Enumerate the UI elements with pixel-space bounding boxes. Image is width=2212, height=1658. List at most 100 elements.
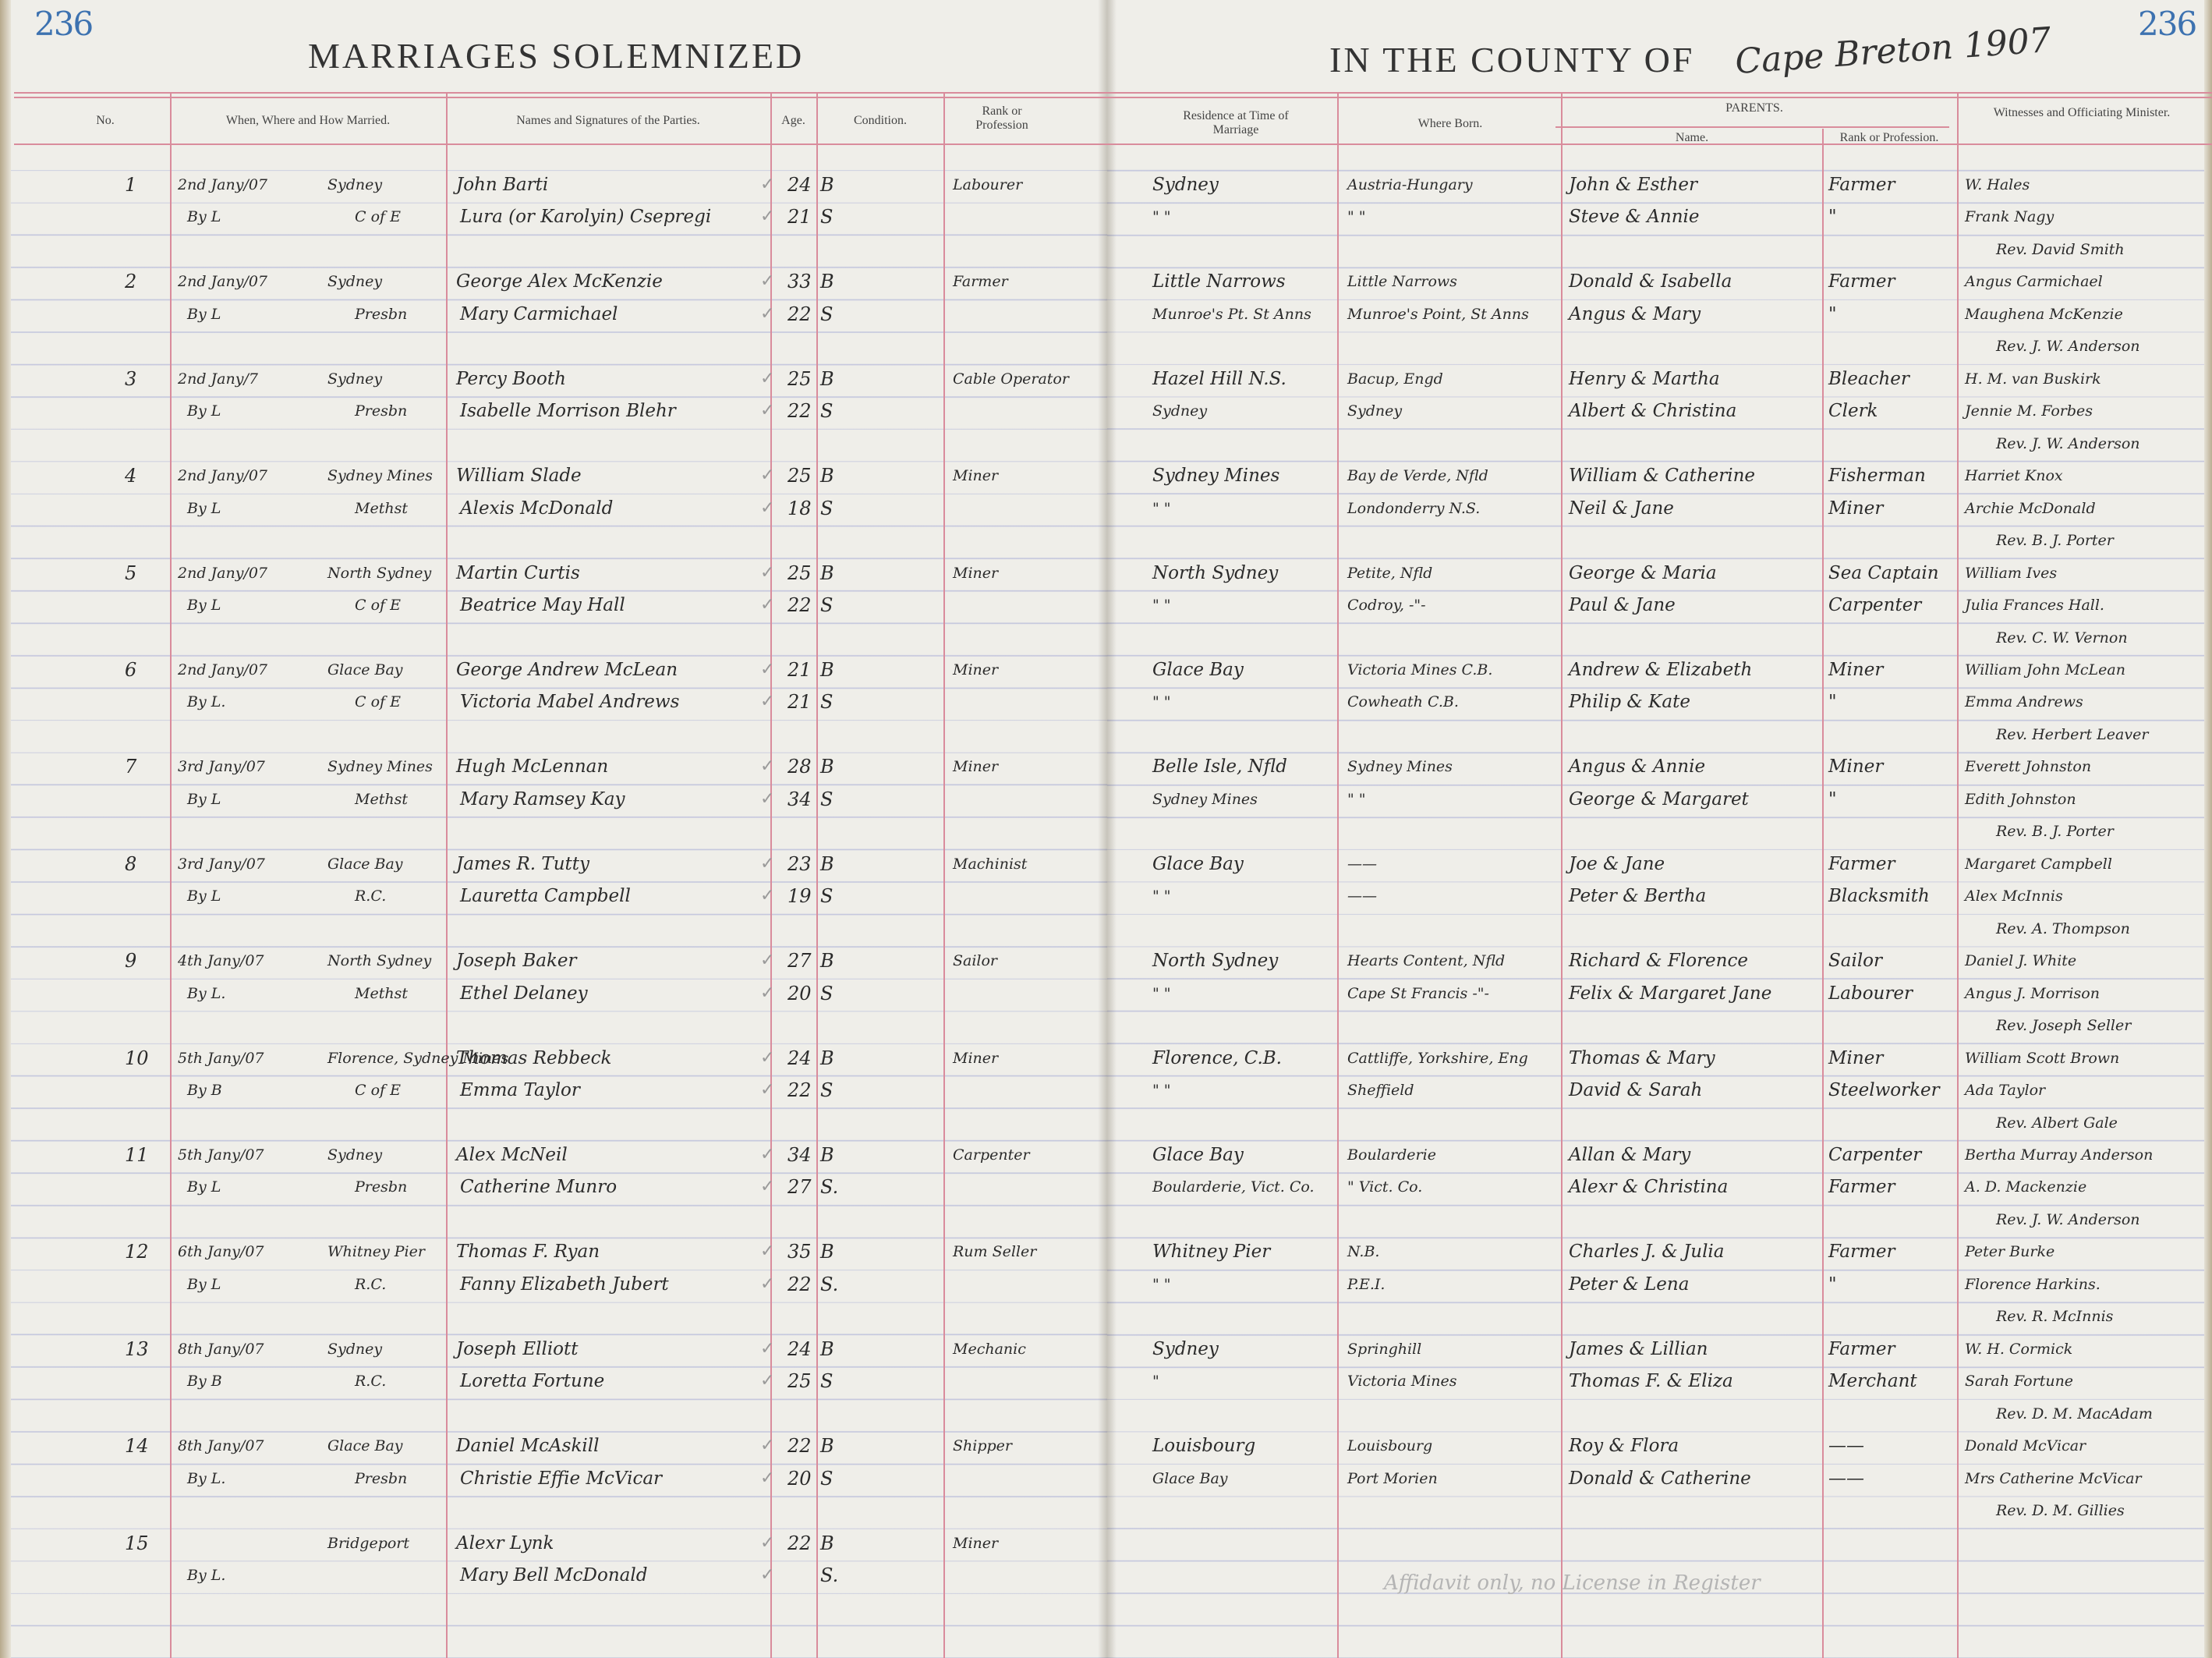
- groom-name: George Alex McKenzie: [456, 271, 663, 292]
- entry-number: 2: [125, 271, 137, 293]
- page-number-right: 236: [2138, 5, 2197, 43]
- officiating-minister: Rev. D. M. MacAdam: [1996, 1405, 2153, 1422]
- marriage-by: By L: [187, 305, 221, 323]
- bride-condition: S: [820, 1079, 833, 1102]
- bride-parents-rank: Carpenter: [1828, 595, 1922, 616]
- groom-condition: B: [820, 271, 834, 293]
- bride-residence: " ": [1152, 499, 1171, 517]
- groom-residence: Hazel Hill N.S.: [1152, 368, 1286, 389]
- bride-condition: S: [820, 982, 833, 1004]
- groom-name: Hugh McLennan: [456, 756, 609, 778]
- groom-birthplace: Louisbourg: [1347, 1437, 1433, 1455]
- witness-2: Florence Harkins.: [1965, 1275, 2101, 1293]
- groom-name: Joseph Baker: [456, 951, 577, 972]
- check-mark-icon: [760, 1339, 774, 1359]
- bride-parents-rank: Merchant: [1828, 1371, 1917, 1392]
- groom-rank: Farmer: [953, 273, 1008, 291]
- bride-birthplace: Munroe's Point, St Anns: [1347, 305, 1529, 323]
- groom-condition: B: [820, 1532, 834, 1554]
- groom-parents: Charles J. & Julia: [1569, 1242, 1725, 1263]
- bride-parents: David & Sarah: [1569, 1080, 1703, 1101]
- groom-rank: Mechanic: [953, 1340, 1026, 1358]
- groom-rank: Miner: [953, 661, 999, 678]
- bride-name: Lauretta Campbell: [460, 886, 631, 907]
- col-names: Names and Signatures of the Parties.: [516, 114, 700, 127]
- marriage-place: Sydney: [327, 273, 383, 291]
- column-rule: [816, 94, 818, 1658]
- groom-parents: Andrew & Elizabeth: [1569, 660, 1753, 680]
- bride-condition: S: [820, 303, 833, 325]
- column-rule: [770, 94, 772, 1658]
- groom-age: 22: [787, 1532, 812, 1554]
- witness-1: Peter Burke: [1965, 1243, 2055, 1261]
- groom-condition: B: [820, 1144, 834, 1166]
- groom-parents: Henry & Martha: [1569, 368, 1720, 389]
- bride-birthplace: Codroy, -"-: [1347, 597, 1426, 615]
- officiating-minister: Rev. Herbert Leaver: [1996, 725, 2149, 743]
- col-witnesses: Witnesses and Officiating Minister.: [1993, 106, 2171, 119]
- bride-name: Christie Effie McVicar: [460, 1468, 663, 1489]
- groom-condition: B: [820, 174, 834, 196]
- groom-name: Thomas F. Ryan: [456, 1242, 600, 1263]
- groom-parents-rank: Carpenter: [1828, 1145, 1922, 1165]
- bride-condition: S: [820, 1467, 833, 1490]
- officiating-minister: Rev. B. J. Porter: [1996, 532, 2114, 550]
- groom-parents-rank: ——: [1828, 1436, 1864, 1457]
- groom-rank: Miner: [953, 1534, 999, 1552]
- witness-2: Julia Frances Hall.: [1965, 597, 2104, 615]
- bride-birthplace: " ": [1347, 208, 1366, 226]
- marriage-place: Glace Bay: [327, 1437, 403, 1455]
- witness-2: Sarah Fortune: [1965, 1373, 2074, 1391]
- groom-age: 34: [787, 1144, 812, 1166]
- entry-number: 1: [125, 174, 137, 196]
- bride-birthplace: Cowheath C.B.: [1347, 693, 1459, 711]
- groom-birthplace: Victoria Mines C.B.: [1347, 661, 1493, 678]
- bride-parents-rank: Blacksmith: [1828, 886, 1930, 907]
- denomination: R.C.: [355, 1373, 387, 1391]
- groom-name: George Andrew McLean: [456, 660, 678, 680]
- bride-birthplace: P.E.I.: [1347, 1275, 1386, 1293]
- check-mark-icon: [760, 1080, 774, 1100]
- groom-age: 25: [787, 562, 812, 584]
- groom-residence: Whitney Pier: [1152, 1242, 1271, 1263]
- check-mark-icon: [760, 498, 774, 518]
- page-edge: [2204, 0, 2212, 1658]
- bride-condition: S.: [820, 1564, 839, 1587]
- marriage-date: 3rd Jany/07: [178, 758, 265, 776]
- check-mark-icon: [760, 1048, 774, 1068]
- denomination: C of E: [355, 693, 401, 711]
- marriage-date: 2nd Jany/07: [178, 564, 268, 582]
- column-rule: [446, 94, 448, 1658]
- groom-age: 33: [787, 271, 812, 293]
- bride-age: 18: [787, 497, 812, 519]
- marriage-place: Sydney: [327, 1340, 383, 1358]
- left-page: [0, 0, 1107, 1658]
- parents-rule: [1555, 126, 1949, 128]
- check-mark-icon: [760, 951, 774, 970]
- witness-2: Edith Johnston: [1965, 790, 2076, 808]
- officiating-minister: Rev. C. W. Vernon: [1996, 629, 2128, 647]
- check-mark-icon: [760, 369, 774, 388]
- bride-parents-rank: Steelworker: [1828, 1080, 1940, 1101]
- marriage-by: By L: [187, 597, 221, 615]
- groom-birthplace: Austria-Hungary: [1347, 176, 1473, 193]
- bride-parents: Donald & Catherine: [1569, 1468, 1751, 1489]
- groom-rank: Machinist: [953, 855, 1028, 873]
- bride-age: 22: [787, 1273, 812, 1295]
- check-mark-icon: [760, 595, 774, 615]
- groom-residence: Sydney Mines: [1152, 466, 1280, 487]
- officiating-minister: Rev. J. W. Anderson: [1996, 1210, 2140, 1228]
- bride-parents-rank: Farmer: [1828, 1177, 1895, 1198]
- officiating-minister: Rev. J. W. Anderson: [1996, 434, 2140, 452]
- groom-residence: Glace Bay: [1152, 1145, 1244, 1165]
- denomination: R.C.: [355, 1275, 387, 1293]
- bride-residence: Boularderie, Vict. Co.: [1152, 1178, 1315, 1196]
- groom-age: 23: [787, 852, 812, 875]
- entry-number: 4: [125, 465, 137, 487]
- bride-condition: S.: [820, 1273, 839, 1295]
- marriage-place: Glace Bay: [327, 855, 403, 873]
- marriage-by: By L: [187, 499, 221, 517]
- groom-age: 24: [787, 1337, 812, 1360]
- bride-birthplace: " Vict. Co.: [1347, 1178, 1423, 1196]
- groom-condition: B: [820, 1241, 834, 1263]
